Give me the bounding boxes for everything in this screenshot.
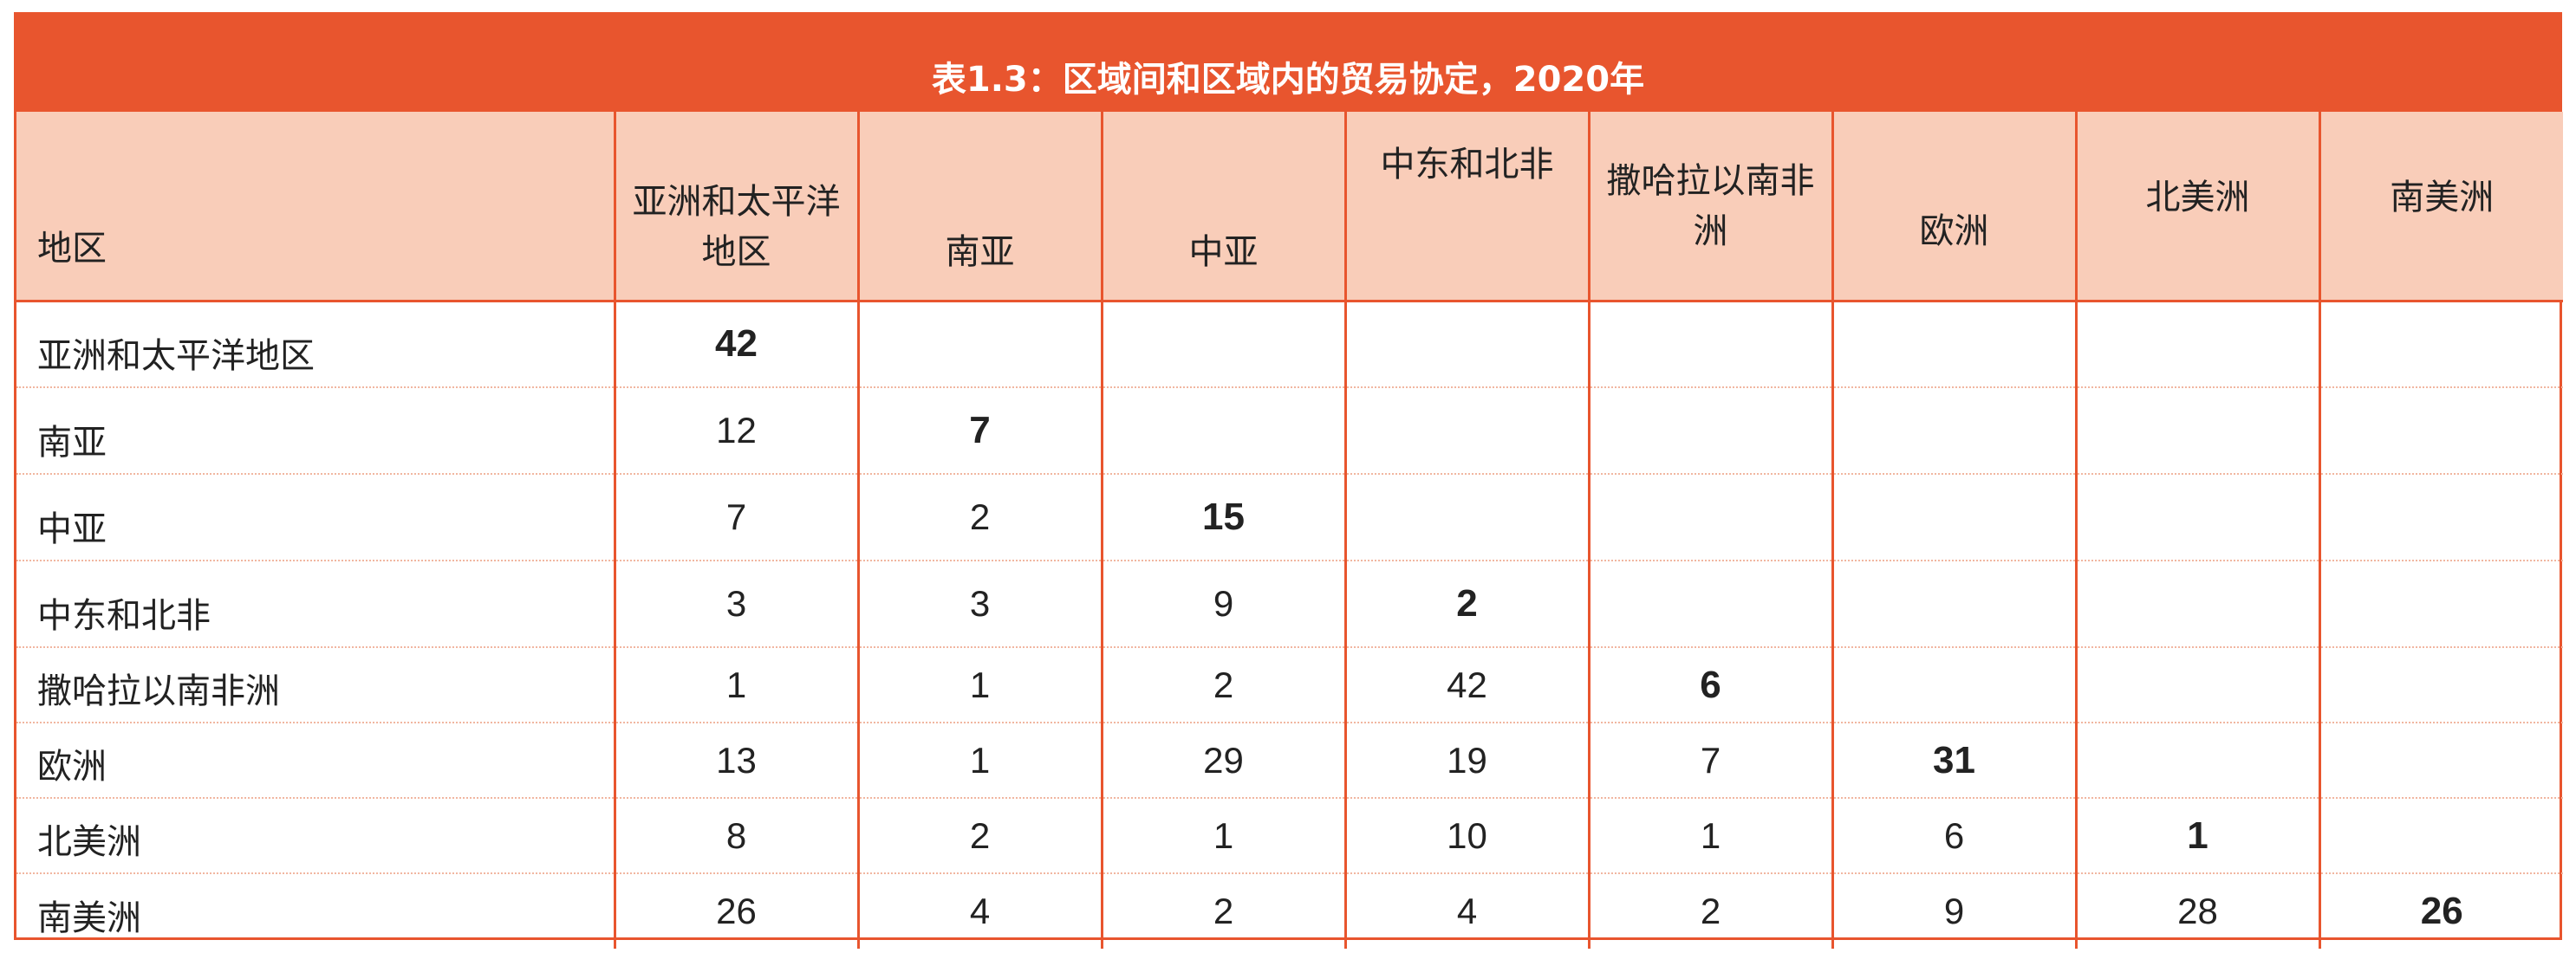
table-row: 南美洲 26 4 2 4 2 9 28 26 [16,873,2563,949]
agreement-count-cell: 1 [858,647,1103,723]
table-row: 亚洲和太平洋地区 42 [16,301,2563,388]
column-header-mena: 中东和北非 [1345,112,1590,302]
agreement-count-cell: 7 [1589,723,1834,799]
agreement-count-cell [858,301,1103,388]
row-label: 撒哈拉以南非洲 [16,647,616,723]
table-row: 欧洲 13 1 29 19 7 31 [16,723,2563,799]
agreement-count-cell: 9 [1832,873,2078,949]
agreement-count-cell: 2 [858,474,1103,561]
table-title: 表1.3：区域间和区域内的贸易协定，2020年 [16,15,2560,112]
table-row: 北美洲 8 2 1 10 1 6 1 [16,798,2563,874]
agreement-count-cell [1102,301,1347,388]
agreement-count-cell [1589,387,1834,475]
table-row: 撒哈拉以南非洲 1 1 2 42 6 [16,647,2563,723]
agreement-count-cell [2319,798,2563,874]
agreement-count-cell [1345,301,1590,388]
agreement-count-cell: 7 [615,474,860,561]
row-label: 欧洲 [16,723,616,799]
agreement-count-cell: 8 [615,798,860,874]
trade-agreements-table: 地区 亚洲和太平洋地区 南亚 中亚 中东和北非 撒哈拉以南非洲 欧洲 北美洲 南… [16,112,2563,949]
agreement-count-cell [2319,387,2563,475]
agreement-count-cell [2076,723,2321,799]
agreement-count-cell: 10 [1345,798,1590,874]
column-header-asia-pacific: 亚洲和太平洋地区 [615,112,860,302]
column-header-north-america: 北美洲 [2076,112,2321,302]
intra-region-count-cell: 31 [1832,723,2078,799]
agreement-count-cell: 3 [615,561,860,648]
agreement-count-cell: 1 [615,647,860,723]
agreement-count-cell [1589,301,1834,388]
intra-region-count-cell: 26 [2420,890,2463,932]
agreement-count-cell: 42 [1345,647,1590,723]
column-header-south-asia: 南亚 [858,112,1103,302]
intra-region-count-cell: 6 [1589,647,1834,723]
agreement-count-cell [1832,647,2078,723]
agreement-count-cell [1832,561,2078,648]
agreement-count-cell: 1 [1589,798,1834,874]
agreement-count-cell: 2 [858,798,1103,874]
agreement-count-cell: 4 [1345,873,1590,949]
agreement-count-cell [2076,561,2321,648]
agreement-count-cell: 28 [2076,873,2321,949]
intra-region-count-cell: 1 [2076,798,2321,874]
agreement-count-cell: 6 [1832,798,2078,874]
agreement-count-cell: 3 [858,561,1103,648]
column-header-sub-saharan-africa: 撒哈拉以南非洲 [1589,112,1834,302]
agreement-count-cell: 2 [1589,873,1834,949]
agreement-count-cell: 2 [1102,647,1347,723]
agreement-count-cell [1832,301,2078,388]
agreement-count-cell [2076,387,2321,475]
agreement-count-cell: 19 [1345,723,1590,799]
row-label: 南美洲 [16,873,616,949]
column-header-central-asia: 中亚 [1102,112,1347,302]
column-header-south-america: 南美洲 [2319,112,2563,302]
agreement-count-cell [2319,301,2563,388]
agreement-count-cell [1345,387,1590,475]
agreement-count-cell [2319,474,2563,561]
table-row: 南亚 12 7 [16,387,2563,475]
agreement-count-cell: 2 [1102,873,1347,949]
agreement-count-cell [2319,561,2563,648]
agreement-count-cell [2319,723,2563,799]
intra-region-count-cell: 15 [1102,474,1347,561]
table-row: 中亚 7 2 15 [16,474,2563,561]
row-label: 中亚 [16,474,616,561]
agreement-count-cell: 9 [1102,561,1347,648]
intra-region-count-cell: 42 [615,301,860,388]
agreement-count-cell [2076,647,2321,723]
column-header-region: 地区 [16,112,616,302]
agreement-count-cell: 26 [615,873,860,949]
trade-agreements-table-frame: 表1.3：区域间和区域内的贸易协定，2020年 地区 亚洲和太平洋地区 南亚 中… [14,12,2563,949]
agreement-count-cell [1345,474,1590,561]
table-row: 中东和北非 3 3 9 2 [16,561,2563,648]
agreement-count-cell: 4 [858,873,1103,949]
agreement-count-cell [1832,474,2078,561]
intra-region-count-cell: 2 [1345,561,1590,648]
agreement-count-cell [2319,647,2563,723]
header-row: 地区 亚洲和太平洋地区 南亚 中亚 中东和北非 撒哈拉以南非洲 欧洲 北美洲 南… [16,112,2563,302]
row-label: 中东和北非 [16,561,616,648]
table-body: 亚洲和太平洋地区 42 南亚 12 7 中亚 7 2 15 中东和北非 3 3 9 2 撒哈拉以南非洲 1 1 2… [16,301,2563,949]
row-label: 南亚 [16,387,616,475]
agreement-count-cell [1832,387,2078,475]
agreement-count-cell: 29 [1102,723,1347,799]
agreement-count-cell: 1 [858,723,1103,799]
agreement-count-cell [1102,387,1347,475]
agreement-count-cell: 1 [1102,798,1347,874]
intra-region-count-cell: 7 [858,387,1103,475]
agreement-count-cell [1589,474,1834,561]
agreement-count-cell: 13 [615,723,860,799]
agreement-count-cell [1589,561,1834,648]
agreement-count-cell: 12 [615,387,860,475]
row-label: 亚洲和太平洋地区 [16,301,616,388]
agreement-count-cell [2076,474,2321,561]
column-header-europe: 欧洲 [1832,112,2078,302]
row-label: 北美洲 [16,798,616,874]
agreement-count-cell [2076,301,2321,388]
